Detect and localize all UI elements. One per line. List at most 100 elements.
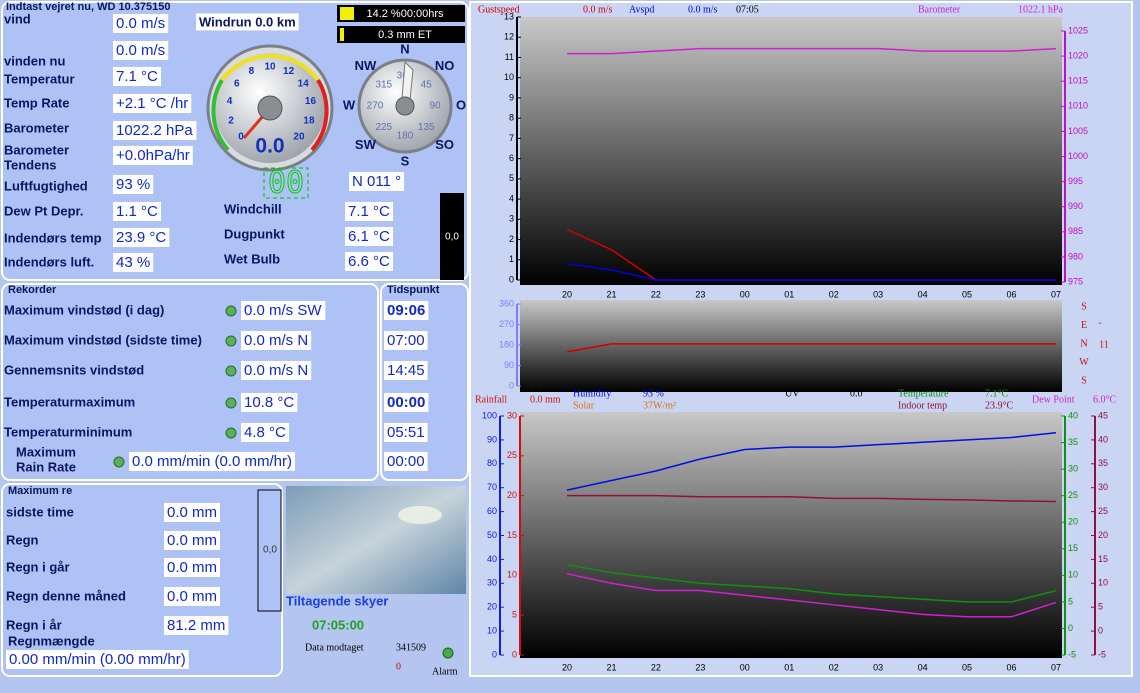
- y-tick-label: 0: [509, 380, 514, 390]
- series-line: [566, 263, 1056, 281]
- legend-name: Barometer: [918, 4, 961, 15]
- compass-point: O: [456, 97, 466, 112]
- y-tick-label: 10: [487, 625, 497, 635]
- record-time: 00:00: [387, 394, 425, 411]
- row-value: +2.1 °C /hr: [116, 95, 188, 112]
- record-time: 00:00: [387, 453, 425, 470]
- y-tick-label: 5: [512, 610, 517, 620]
- x-tick-label: 03: [873, 289, 883, 299]
- y-tick-label: 5: [1098, 602, 1103, 612]
- gauge-hub: [257, 95, 283, 121]
- row-label: Tendens: [4, 157, 57, 172]
- x-tick-label: 20: [562, 662, 572, 672]
- record-value: 0.0 m/s N: [244, 332, 308, 349]
- value-box: [384, 451, 428, 471]
- value-box: [164, 502, 221, 522]
- y-tick-label: 7: [509, 133, 514, 143]
- value-box: [113, 227, 170, 247]
- y-tick-label: 45: [1098, 410, 1108, 420]
- record-label: Maximum: [16, 444, 76, 459]
- side-value: 6.6 °C: [348, 253, 390, 270]
- x-tick-label: 06: [1006, 289, 1016, 299]
- panel-title: Indtast vejret nu, WD 10.375150: [6, 1, 170, 13]
- y-tick-label: 70: [487, 482, 497, 492]
- time-title: Tidspunkt: [387, 284, 440, 296]
- alarm-label: Alarm: [432, 666, 458, 677]
- value-box: [6, 649, 189, 669]
- series-line: [566, 431, 1057, 491]
- record-value: 10.8 °C: [244, 394, 294, 411]
- sunshine-bar: [337, 5, 465, 22]
- x-tick-label: 03: [873, 662, 883, 672]
- gauge-tick: 0: [238, 132, 244, 143]
- rain-value: 0.0 mm: [167, 588, 217, 605]
- y-tick-label: 5: [509, 173, 514, 183]
- rain-label: Regn: [6, 532, 39, 547]
- rain-label: Regn denne måned: [6, 588, 126, 603]
- gauge-arc: [310, 78, 329, 152]
- record-label: Rain Rate: [16, 459, 76, 474]
- gauge-arc: [220, 54, 320, 82]
- row-label: Temperatur: [4, 71, 75, 86]
- y-tick-label: 0: [492, 649, 497, 659]
- y-tick-label: 30: [1068, 463, 1078, 473]
- direction-label: S: [1081, 301, 1087, 312]
- value-box: [113, 66, 162, 86]
- legend-name: Humidity: [573, 388, 611, 399]
- gauge-arc: [211, 78, 230, 152]
- series-line: [567, 47, 1056, 55]
- x-tick-label: 01: [784, 662, 794, 672]
- plot-area: [520, 17, 1062, 285]
- y-tick-label: 90: [487, 434, 497, 444]
- y-tick-label: 90: [504, 360, 514, 370]
- row-value: 1.1 °C: [116, 203, 158, 220]
- y-tick-label: 15: [507, 530, 517, 540]
- alarm-count: 0: [396, 661, 401, 672]
- y-tick-label: 270: [499, 319, 514, 329]
- x-tick-label: 22: [651, 662, 661, 672]
- y-tick-label: 0: [1068, 623, 1073, 633]
- value-box: [345, 226, 394, 246]
- legend-name: Dew Point: [1032, 394, 1075, 405]
- y-tick-label: 11: [505, 52, 514, 62]
- direction-label: N: [1080, 338, 1087, 349]
- legend-name: Gustspeed: [478, 4, 520, 15]
- compass-point: S: [401, 153, 410, 168]
- y-tick-label: 20: [507, 490, 517, 500]
- y-tick-label: 6: [509, 153, 514, 163]
- y-tick-label: 30: [487, 578, 497, 588]
- side-label: Wet Bulb: [224, 251, 280, 266]
- alarm-led[interactable]: [442, 647, 454, 659]
- y-tick-label: 980: [1068, 251, 1083, 261]
- record-value: 4.8 °C: [244, 424, 286, 441]
- y-tick-label: 25: [1068, 490, 1078, 500]
- value-box: [384, 300, 429, 320]
- y-tick-label: 1000: [1068, 151, 1088, 161]
- y-tick-label: 80: [487, 458, 497, 468]
- legend-name: Avspd: [629, 4, 654, 15]
- rain-label: Regn i går: [6, 559, 70, 574]
- x-tick-label: 05: [962, 289, 972, 299]
- rain-meter-value: 0,0: [263, 545, 277, 556]
- y-tick-label: 1010: [1068, 101, 1088, 111]
- y-tick-label: 35: [1098, 458, 1108, 468]
- compass-point: W: [343, 97, 356, 112]
- y-tick-label: 180: [499, 339, 514, 349]
- record-led: [113, 456, 125, 468]
- x-tick-label: 21: [606, 289, 616, 299]
- compass-point: NW: [355, 58, 377, 73]
- x-tick-label: 02: [829, 662, 839, 672]
- x-tick-label: 23: [695, 662, 705, 672]
- record-value: 0.0 m/s N: [244, 362, 308, 379]
- legend-value: 0.0 m/s: [583, 4, 613, 15]
- readout-name: Solar: [573, 400, 595, 411]
- compass-degree: 180: [397, 131, 414, 142]
- compass-hub: [395, 96, 415, 116]
- legend-name: Indoor temp: [898, 400, 947, 411]
- plot-area: [520, 412, 1062, 658]
- y-tick-label: 35: [1068, 437, 1078, 447]
- value-box: [384, 422, 428, 442]
- rain-label: Regn i år: [6, 617, 62, 632]
- rain-value: 0.0 mm: [167, 504, 217, 521]
- value-box: [113, 252, 154, 272]
